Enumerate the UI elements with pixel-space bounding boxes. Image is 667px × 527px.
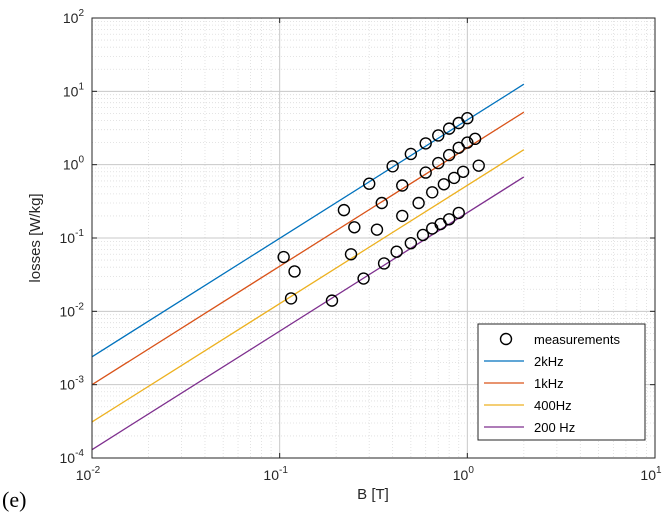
panel-label: (e) [2, 487, 26, 512]
legend-label: 1kHz [534, 376, 564, 391]
y-tick-label: 10-3 [60, 375, 85, 393]
legend-label: 200 Hz [534, 420, 575, 435]
legend-label: 2kHz [534, 354, 564, 369]
y-tick-label: 102 [63, 8, 85, 26]
y-axis-label: losses [W/kg] [27, 193, 44, 282]
y-tick-label: 10-2 [60, 301, 85, 319]
x-axis-label: B [T] [357, 486, 389, 503]
legend: measurements 2kHz 1kHz 400Hz 200 Hz [478, 324, 645, 440]
x-tick-label: 10-1 [263, 465, 288, 483]
x-tick-label: 101 [640, 465, 662, 483]
y-tick-label: 100 [63, 155, 85, 173]
legend-label: measurements [534, 332, 620, 347]
y-tick-label: 10-1 [60, 228, 85, 246]
y-tick-label: 10-4 [60, 448, 85, 466]
legend-label: 400Hz [534, 398, 572, 413]
x-tick-label: 10-2 [76, 465, 101, 483]
y-tick-label: 101 [63, 81, 85, 99]
x-tick-label: 100 [453, 465, 475, 483]
